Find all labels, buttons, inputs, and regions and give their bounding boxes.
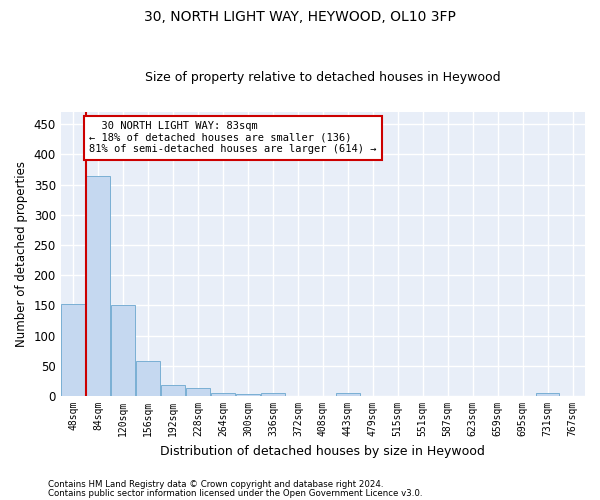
Bar	[261, 393, 285, 396]
Bar	[86, 176, 110, 396]
Text: Contains HM Land Registry data © Crown copyright and database right 2024.: Contains HM Land Registry data © Crown c…	[48, 480, 383, 489]
Bar	[211, 393, 235, 396]
Bar	[236, 394, 260, 396]
Text: 30 NORTH LIGHT WAY: 83sqm
← 18% of detached houses are smaller (136)
81% of semi: 30 NORTH LIGHT WAY: 83sqm ← 18% of detac…	[89, 121, 377, 154]
Bar	[161, 384, 185, 396]
Text: 30, NORTH LIGHT WAY, HEYWOOD, OL10 3FP: 30, NORTH LIGHT WAY, HEYWOOD, OL10 3FP	[144, 10, 456, 24]
Bar	[336, 393, 359, 396]
Bar	[136, 361, 160, 396]
Title: Size of property relative to detached houses in Heywood: Size of property relative to detached ho…	[145, 72, 500, 85]
Text: Contains public sector information licensed under the Open Government Licence v3: Contains public sector information licen…	[48, 488, 422, 498]
X-axis label: Distribution of detached houses by size in Heywood: Distribution of detached houses by size …	[160, 444, 485, 458]
Bar	[61, 304, 85, 396]
Bar	[186, 388, 210, 396]
Bar	[111, 305, 135, 396]
Bar	[536, 393, 559, 396]
Y-axis label: Number of detached properties: Number of detached properties	[15, 161, 28, 347]
